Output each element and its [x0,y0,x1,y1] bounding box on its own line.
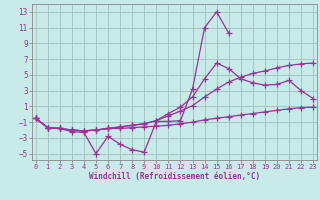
X-axis label: Windchill (Refroidissement éolien,°C): Windchill (Refroidissement éolien,°C) [89,172,260,181]
